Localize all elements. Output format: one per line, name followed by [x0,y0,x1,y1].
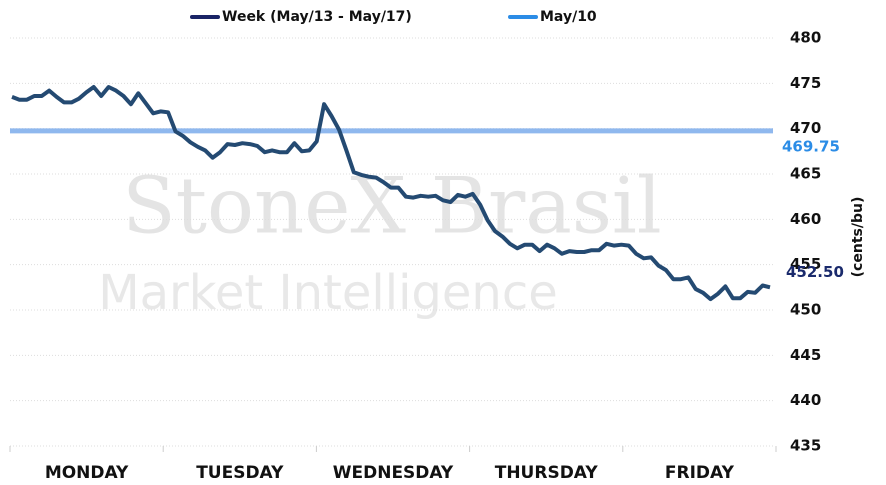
watermark-title: StoneX Brasil [122,162,662,252]
x-tick-label: FRIDAY [665,463,735,483]
watermark-subtitle: Market Intelligence [98,265,558,321]
y-tick-label: 470 [790,119,821,137]
x-tick-label: TUESDAY [196,463,284,483]
legend-label: Week (May/13 - May/17) [222,9,412,25]
y-tick-label: 450 [790,301,821,319]
end-label: 452.50 [786,263,844,281]
y-tick-label: 445 [790,346,821,364]
y-tick-label: 460 [790,210,821,228]
x-tick-label: MONDAY [45,463,129,483]
reference-label: 469.75 [782,137,840,155]
y-tick-label: 480 [790,29,821,47]
price-line [11,85,771,302]
y-tick-label: 455 [790,255,821,273]
legend-label: May/10 [540,9,597,25]
y-tick-label: 465 [790,165,821,183]
y-tick-label: 435 [790,437,821,455]
y-tick-label: 440 [790,391,821,409]
y-axis-label: (cents/bu) [850,197,866,278]
y-tick-label: 475 [790,74,821,92]
x-tick-label: WEDNESDAY [333,463,454,483]
x-tick-label: THURSDAY [495,463,599,483]
